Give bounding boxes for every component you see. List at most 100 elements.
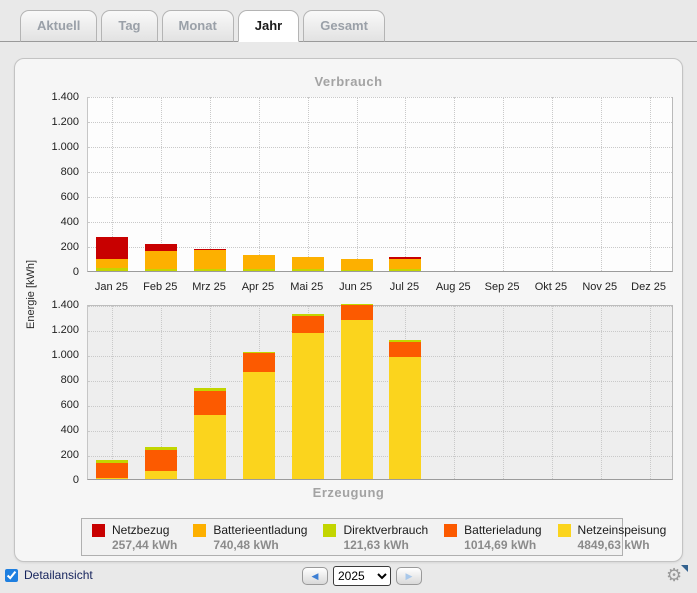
x-tick-label: Mrz 25	[192, 281, 226, 293]
year-select[interactable]: 2025	[333, 566, 391, 586]
h-gridline	[88, 147, 672, 148]
bar-segment-netzeinspeisung	[389, 357, 422, 479]
h-gridline	[88, 97, 672, 98]
y-tick-label: 0	[72, 474, 79, 486]
bar-segment-netzeinspeisung	[96, 478, 129, 479]
x-axis-month-labels: Jan 25 Feb 25 Mrz 25 Apr 25 Mai 25 Jun 25 Jul …	[87, 273, 673, 305]
h-gridline	[88, 381, 672, 382]
legend-value: 740,48 kWh	[213, 538, 279, 552]
v-gridline	[454, 306, 456, 479]
v-gridline	[454, 97, 456, 271]
bar-verbrauch-mai-25[interactable]	[291, 257, 324, 271]
h-gridline	[88, 331, 672, 332]
tab-strip: Aktuell Tag Monat Jahr Gesamt	[20, 10, 385, 42]
plot-area-verbrauch	[87, 97, 673, 272]
bar-verbrauch-jul-25[interactable]	[389, 256, 422, 271]
h-gridline	[88, 456, 672, 457]
bar-verbrauch-feb-25[interactable]	[145, 243, 178, 271]
h-gridline	[88, 222, 672, 223]
bar-segment-direktverbrauch	[291, 313, 324, 316]
v-gridline	[307, 97, 309, 271]
bar-erzeugung-feb-25[interactable]	[145, 447, 178, 479]
bar-segment-direktverbrauch	[291, 269, 324, 271]
bar-segment-netzbezug	[96, 237, 129, 260]
chart-title-verbrauch: Verbrauch	[314, 74, 383, 89]
bar-verbrauch-jun-25[interactable]	[340, 258, 373, 271]
bar-segment-direktverbrauch	[340, 269, 373, 271]
bar-segment-batterieentladung	[291, 257, 324, 269]
h-gridline	[88, 306, 672, 307]
footer-bar: Detailansicht ◀ 2025 ▶ ⚙	[0, 563, 697, 593]
y-tick-label: 600	[60, 191, 79, 203]
bar-segment-batterieladung	[194, 390, 227, 416]
legend-name: Netzeinspeisung	[577, 523, 667, 537]
bar-erzeugung-jun-25[interactable]	[340, 303, 373, 479]
bar-erzeugung-apr-25[interactable]	[242, 351, 275, 479]
v-gridline	[600, 306, 602, 479]
bar-segment-netzbezug	[145, 243, 178, 251]
settings-gear-button[interactable]: ⚙	[666, 565, 688, 587]
plot-area-erzeugung	[87, 303, 673, 480]
next-year-button[interactable]: ▶	[396, 567, 422, 585]
bar-segment-batterieladung	[389, 342, 422, 358]
bar-segment-direktverbrauch	[145, 268, 178, 271]
bar-segment-batterieladung	[242, 353, 275, 373]
detail-view-label[interactable]: Detailansicht	[24, 568, 93, 582]
h-gridline	[88, 356, 672, 357]
bar-erzeugung-jul-25[interactable]	[389, 340, 422, 479]
tab-tag[interactable]: Tag	[101, 10, 158, 42]
bar-segment-direktverbrauch	[145, 447, 178, 450]
bar-segment-direktverbrauch	[194, 388, 227, 391]
v-gridline	[161, 306, 163, 479]
chart-title-erzeugung: Erzeugung	[312, 485, 385, 500]
previous-year-button[interactable]: ◀	[302, 567, 328, 585]
v-gridline	[405, 97, 407, 271]
x-tick-label: Aug 25	[435, 281, 471, 293]
y-tick-label: 200	[60, 241, 79, 253]
detail-view-checkbox[interactable]	[5, 568, 18, 582]
h-gridline	[88, 197, 672, 198]
tab-aktuell[interactable]: Aktuell	[20, 10, 98, 42]
legend-name: Batterieladung	[464, 523, 542, 537]
h-gridline	[88, 172, 672, 173]
v-gridline	[161, 97, 163, 271]
bar-segment-direktverbrauch	[194, 268, 227, 271]
x-tick-label: Okt 25	[534, 281, 568, 293]
gear-corner-triangle-icon	[681, 565, 688, 572]
tab-monat[interactable]: Monat	[161, 10, 234, 42]
legend-name: Batterieentladung	[213, 523, 308, 537]
legend-swatch-icon	[323, 524, 337, 537]
tab-jahr[interactable]: Jahr	[237, 10, 300, 42]
bar-segment-batterieladung	[291, 315, 324, 334]
v-gridline	[600, 97, 602, 271]
legend-name: Netzbezug	[112, 523, 170, 537]
bar-erzeugung-mrz-25[interactable]	[194, 388, 227, 479]
bar-verbrauch-apr-25[interactable]	[242, 255, 275, 271]
y-tick-label: 800	[60, 374, 79, 386]
bar-segment-direktverbrauch	[340, 303, 373, 306]
bar-segment-netzbezug	[389, 256, 422, 259]
year-navigation: ◀ 2025 ▶	[302, 566, 422, 586]
x-tick-label: Jul 25	[389, 281, 420, 293]
v-gridline	[551, 306, 553, 479]
chart-legend: Netzbezug 257,44 kWh Batterieentladung 740,…	[81, 518, 666, 556]
h-gridline	[88, 406, 672, 407]
h-gridline	[88, 247, 672, 248]
legend-swatch-icon	[92, 524, 105, 537]
bar-segment-batterieentladung	[145, 251, 178, 269]
bar-segment-batterieladung	[96, 463, 129, 479]
y-tick-label: 0	[72, 266, 79, 278]
tab-gesamt[interactable]: Gesamt	[303, 10, 385, 42]
bar-erzeugung-jan-25[interactable]	[96, 460, 129, 479]
bar-erzeugung-mai-25[interactable]	[291, 313, 324, 479]
bar-segment-netzeinspeisung	[242, 372, 275, 479]
legend-value: 257,44 kWh	[112, 538, 178, 552]
legend-name: Direktverbrauch	[343, 523, 429, 537]
v-gridline	[112, 97, 114, 271]
v-gridline	[649, 306, 651, 479]
bar-verbrauch-mrz-25[interactable]	[194, 248, 227, 271]
legend-value: 121,63 kWh	[343, 538, 409, 552]
h-gridline	[88, 122, 672, 123]
bar-verbrauch-jan-25[interactable]	[96, 237, 129, 271]
y-tick-label: 1.200	[51, 116, 79, 128]
